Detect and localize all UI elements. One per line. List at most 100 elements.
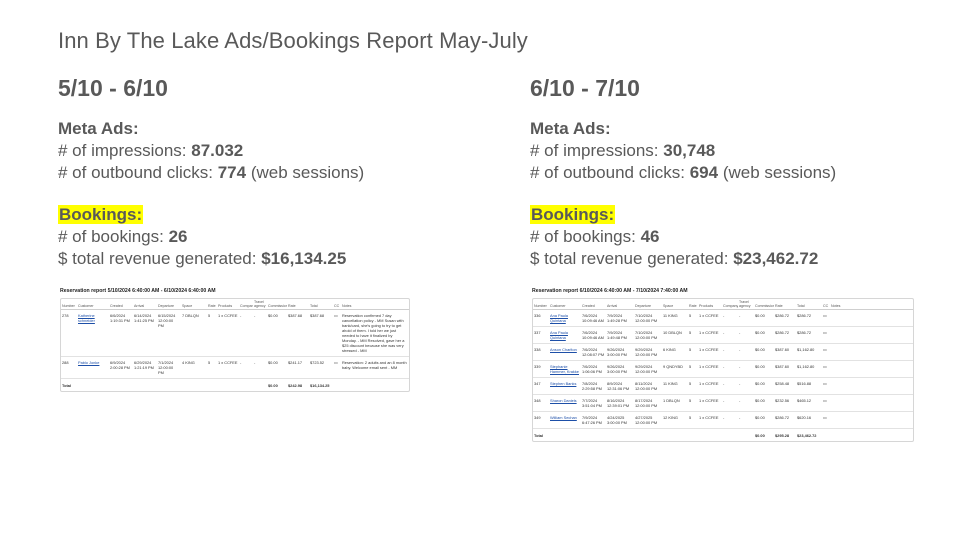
table-cell: 1 x CCFEE xyxy=(698,360,722,379)
customer-link[interactable]: Ana Paula Quintana xyxy=(549,309,581,328)
table-cell: - xyxy=(738,326,754,345)
table-cell: $286.72 xyxy=(774,309,796,328)
table-cell: 7/9/2024 1:49:28 PM xyxy=(606,309,634,328)
table-row[interactable]: 337 Ana Paula Quintana 7/6/2024 10:09:46 A… xyxy=(533,326,913,345)
customer-link[interactable]: Stephanie Hammer, Krakke xyxy=(549,360,581,379)
table-cell: 5 xyxy=(688,411,698,430)
table-cell: - xyxy=(722,309,738,328)
table-cell: 9 QNDYBD xyxy=(662,360,688,379)
revenue-label: $ total revenue generated: xyxy=(58,249,262,268)
table-cell: 5 xyxy=(207,309,217,358)
clicks-suffix: (web sessions) xyxy=(718,163,837,182)
total-row: Total $0.00 $295.28 $23,462.72 xyxy=(533,429,913,442)
table-cell: 1 x CCFEE xyxy=(217,309,239,358)
table-cell: ▭ xyxy=(822,343,830,362)
table-cell: 11 KING xyxy=(662,309,688,328)
table-cell: 1 x CCFEE xyxy=(698,343,722,362)
table-row[interactable]: 278 Katherine schneider 6/6/2024 1:19:31 P… xyxy=(61,309,409,358)
total-row: Total $0.00 $242.98 $16,134.25 xyxy=(61,379,409,392)
table-cell: 6/29/2024 1:21:19 PM xyxy=(133,356,157,380)
bookings-value: 26 xyxy=(168,227,188,246)
column-header: Travel agency xyxy=(253,299,267,311)
table-cell xyxy=(830,326,913,345)
customer-link[interactable]: Stephen Banks xyxy=(549,377,581,396)
table-cell: 7/10/2024 12:00:00 PM xyxy=(634,326,662,345)
column-header: Commission xyxy=(267,299,287,311)
table-cell: 1 x CCFEE xyxy=(698,411,722,430)
table-cell: - xyxy=(722,377,738,396)
customer-link[interactable]: William Sechan xyxy=(549,411,581,430)
column-header: Total xyxy=(796,299,822,311)
column-header: Departure xyxy=(157,299,181,311)
table-row[interactable]: 348 Sharon Daniels 7/7/2024 3:51:04 PM 8/16… xyxy=(533,394,913,413)
customer-link[interactable]: Pablo Jonke xyxy=(77,356,109,380)
meta-ads-heading: Meta Ads: xyxy=(530,119,611,138)
revenue-label: $ total revenue generated: xyxy=(530,249,734,268)
table-cell: $0.00 xyxy=(754,360,774,379)
table-row[interactable]: 338 Anson Charlton 7/6/2024 12:08:07 PM 9/2… xyxy=(533,343,913,362)
revenue-value: $16,134.25 xyxy=(261,249,347,268)
table-cell: - xyxy=(738,394,754,413)
report-title: Reservation report 6/10/2024 6:40:00 AM … xyxy=(532,288,688,294)
table-cell: 8/16/2024 12:39:01 PM xyxy=(606,394,634,413)
column-header: Number xyxy=(533,299,549,311)
table-cell: - xyxy=(722,394,738,413)
bookings-heading: Bookings: xyxy=(530,205,616,224)
customer-link[interactable]: Katherine schneider xyxy=(77,309,109,358)
table-cell: 6/15/2024 12:00:00 PM xyxy=(157,309,181,358)
column-header: Rate xyxy=(774,299,796,311)
total-cell: Total xyxy=(62,383,72,389)
table-cell: - xyxy=(738,377,754,396)
column-header: Notes xyxy=(830,299,913,311)
table-cell: 337 xyxy=(533,326,549,345)
revenue-line: $ total revenue generated: $16,134.25 xyxy=(58,248,478,270)
total-cell: $242.98 xyxy=(288,383,303,389)
table-row[interactable]: 347 Stephen Banks 7/8/2024 2:29:58 PM 8/9/2… xyxy=(533,377,913,396)
table-row[interactable]: 339 Stephanie Hammer, Krakke 7/6/2024 1:06… xyxy=(533,360,913,379)
table-cell: 5 xyxy=(688,360,698,379)
bookings-line: # of bookings: 26 xyxy=(58,226,478,248)
customer-link[interactable]: Anson Charlton xyxy=(549,343,581,362)
customer-link[interactable]: Ana Paula Quintana xyxy=(549,326,581,345)
column-header: Rate xyxy=(207,299,217,311)
table-cell: 4/27/2025 12:00:00 PM xyxy=(634,411,662,430)
table-cell: $1,162.80 xyxy=(796,343,822,362)
table-cell: - xyxy=(722,343,738,362)
table-cell: $286.72 xyxy=(796,326,822,345)
reservation-report-2: Reservation report 6/10/2024 6:40:00 AM … xyxy=(532,288,914,443)
table-cell: 349 xyxy=(533,411,549,430)
table-row[interactable]: 288 Pablo Jonke 6/9/2024 2:00:28 PM 6/29/20… xyxy=(61,356,409,380)
clicks-value: 774 xyxy=(217,163,247,182)
slide-title: Inn By The Lake Ads/Bookings Report May-… xyxy=(58,28,528,53)
clicks-label: # of outbound clicks: xyxy=(58,163,218,182)
column-header: Number xyxy=(61,299,77,311)
table-cell xyxy=(830,360,913,379)
table-row[interactable]: 336 Ana Paula Quintana 7/6/2024 10:09:46 A… xyxy=(533,309,913,328)
revenue-line: $ total revenue generated: $23,462.72 xyxy=(530,248,950,270)
table-cell: - xyxy=(253,356,267,380)
table-cell: 1 x CCFEE xyxy=(698,309,722,328)
table-cell: 7/8/2024 2:29:58 PM xyxy=(581,377,606,396)
report-table-box: Number Customer Created Arrival Departure Spa… xyxy=(532,298,914,443)
table-row[interactable]: 349 William Sechan 7/9/2024 6:47:26 PM 4/24… xyxy=(533,411,913,430)
table-cell: - xyxy=(239,356,253,380)
column-header: Company xyxy=(239,299,253,311)
period-label: 6/10 - 7/10 xyxy=(530,75,640,101)
table-cell: ▭ xyxy=(822,411,830,430)
table-cell: 10 DBLQN xyxy=(662,326,688,345)
table-cell: 9/26/2024 3:00:00 PM xyxy=(606,343,634,362)
table-cell xyxy=(830,377,913,396)
column-header: Company xyxy=(722,299,738,311)
table-cell: ▭ xyxy=(333,356,341,380)
table-cell: Reservation: 2 adults and an 8 month bab… xyxy=(341,356,409,380)
table-cell: $1,162.80 xyxy=(796,360,822,379)
column-header: Commission xyxy=(754,299,774,311)
table-cell: 7/10/2024 12:00:00 PM xyxy=(634,309,662,328)
column-header: Created xyxy=(581,299,606,311)
table-cell: $0.00 xyxy=(754,343,774,362)
table-cell: 7/1/2024 12:00:00 PM xyxy=(157,356,181,380)
table-cell: 278 xyxy=(61,309,77,358)
column-header: CC xyxy=(822,299,830,311)
table-cell: 7/6/2024 1:06:06 PM xyxy=(581,360,606,379)
customer-link[interactable]: Sharon Daniels xyxy=(549,394,581,413)
